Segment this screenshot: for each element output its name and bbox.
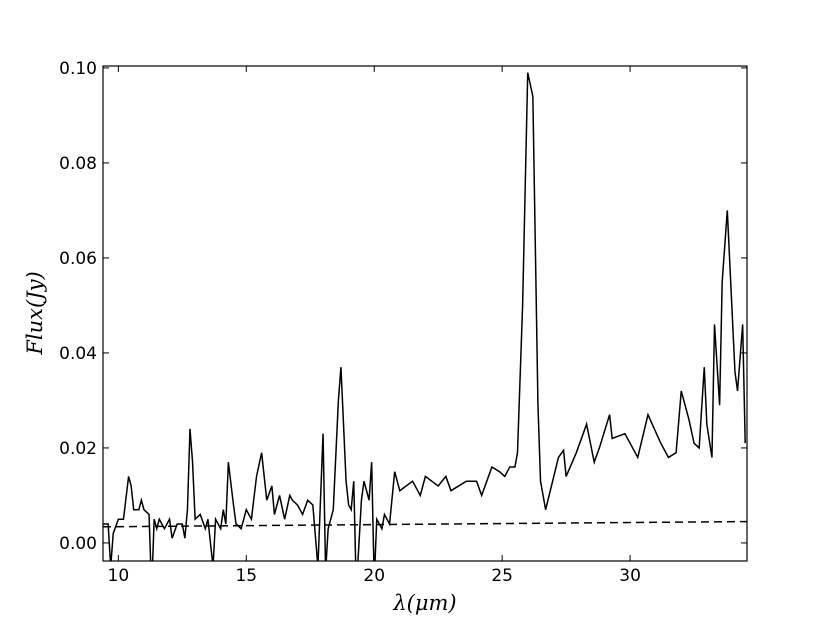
- y-tick-label: 0.04: [59, 344, 97, 364]
- plot-frame: [102, 65, 748, 562]
- x-tick-label: 20: [363, 566, 385, 586]
- dashed-line: [103, 520, 747, 528]
- y-tick-label: 0.06: [59, 249, 97, 269]
- x-tick-label: 25: [491, 566, 513, 586]
- x-tick-label: 15: [235, 566, 257, 586]
- spectrum-line: [103, 72, 746, 561]
- y-tick-label: 0.10: [59, 59, 97, 79]
- x-tick-label: 30: [619, 566, 641, 586]
- y-axis-label: Flux(Jy): [23, 271, 47, 355]
- y-tick-label: 0.08: [59, 154, 97, 174]
- y-tick-label: 0.00: [59, 534, 97, 554]
- x-tick-label: 10: [108, 566, 130, 586]
- x-axis-label: λ(μm): [392, 591, 456, 615]
- y-tick-label: 0.02: [59, 439, 97, 459]
- plot-area: [103, 66, 747, 561]
- plot-lines: [103, 72, 747, 561]
